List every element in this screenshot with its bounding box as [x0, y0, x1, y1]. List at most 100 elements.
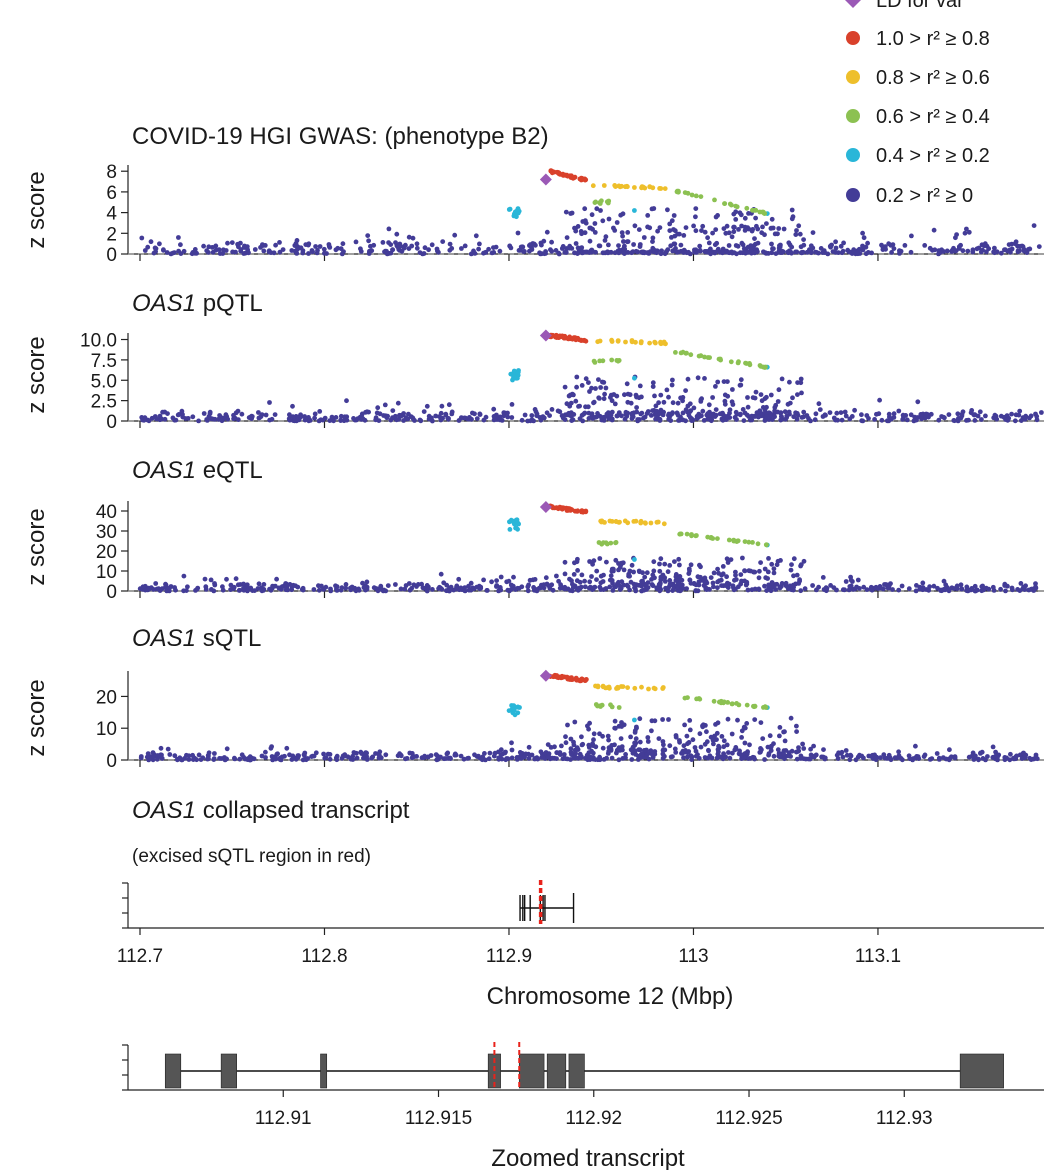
data-point-r00	[141, 417, 147, 423]
data-point-r00	[657, 417, 662, 423]
data-point-r00	[142, 248, 148, 253]
data-point-r00	[769, 241, 774, 247]
data-point-r00	[777, 725, 783, 730]
data-point-r00	[969, 754, 974, 759]
data-point-r00	[834, 752, 840, 758]
data-point-r00	[721, 412, 726, 418]
data-point-r00	[702, 741, 708, 747]
data-point-r00	[686, 571, 692, 576]
data-point-r00	[734, 417, 739, 422]
data-point-r00	[771, 246, 776, 252]
data-point-r00	[929, 756, 935, 761]
data-point-r00	[840, 587, 846, 593]
data-point-r00	[793, 232, 799, 238]
data-point-r08	[574, 509, 580, 514]
data-point-r00	[547, 413, 552, 418]
legend-label: 0.6 > r² ≥ 0.4	[876, 106, 990, 128]
data-point-r00	[673, 750, 679, 755]
data-point-r00	[334, 588, 340, 593]
data-point-r00	[461, 587, 467, 593]
x-tick-label: 112.915	[405, 1108, 472, 1129]
data-point-r00	[541, 582, 547, 588]
data-point-r00	[582, 578, 587, 584]
data-point-r00	[740, 407, 746, 412]
data-point-r04	[712, 197, 717, 203]
data-point-r00	[749, 228, 755, 234]
data-point-r00	[534, 588, 540, 594]
legend-item-r02: 0.4 > r² ≥ 0.2	[846, 145, 990, 167]
data-point-r00	[529, 413, 535, 418]
data-point-r00	[593, 249, 598, 255]
data-point-r00	[758, 560, 763, 565]
data-point-r00	[660, 739, 666, 744]
data-point-r00	[598, 385, 603, 390]
data-point-r00	[224, 746, 230, 752]
data-point-r00	[848, 577, 854, 583]
data-point-r00	[700, 723, 705, 729]
data-point-r00	[402, 586, 408, 592]
data-point-r00	[762, 407, 768, 413]
data-point-r00	[245, 588, 250, 594]
legend-dot-icon	[846, 188, 860, 202]
data-point-r00	[556, 251, 562, 257]
data-point-r00	[529, 247, 535, 252]
data-point-r00	[926, 587, 932, 593]
data-point-r00	[667, 563, 673, 568]
data-point-r00	[909, 233, 914, 239]
data-point-r00	[683, 748, 688, 753]
data-point-r00	[645, 409, 651, 414]
data-point-r00	[860, 243, 865, 249]
data-point-r00	[267, 586, 272, 592]
data-point-r00	[673, 248, 678, 254]
data-point-r00	[879, 417, 885, 423]
data-point-r00	[612, 725, 618, 731]
data-point-r00	[740, 242, 746, 248]
data-point-r00	[860, 230, 865, 236]
data-point-r04	[609, 704, 615, 710]
data-point-r00	[689, 754, 695, 760]
data-point-r00	[600, 745, 606, 751]
lead-variant-marker	[539, 669, 552, 682]
data-point-r00	[758, 720, 764, 725]
y-tick-label: 2	[106, 224, 117, 245]
data-point-r02	[508, 517, 514, 523]
data-point-r00	[569, 210, 575, 216]
data-point-r00	[301, 752, 307, 758]
data-point-r00	[783, 580, 789, 586]
data-point-r06	[595, 683, 601, 689]
data-point-r00	[452, 752, 458, 758]
data-point-r00	[449, 411, 455, 417]
data-point-r00	[757, 568, 762, 574]
data-point-r00	[565, 722, 570, 728]
data-point-r00	[268, 745, 274, 751]
data-point-r00	[399, 248, 405, 254]
data-point-r00	[941, 578, 947, 584]
y-tick-label: 10	[96, 719, 117, 740]
data-point-r00	[509, 755, 515, 761]
data-point-r00	[326, 244, 332, 249]
data-point-r00	[1039, 410, 1044, 415]
data-point-r00	[1003, 417, 1008, 422]
data-point-r00	[587, 250, 592, 255]
data-point-r00	[619, 230, 625, 236]
exon-block	[220, 1053, 237, 1089]
data-point-r00	[911, 418, 917, 424]
y-tick-label: 7.5	[91, 351, 117, 372]
data-point-r00	[650, 384, 656, 389]
data-point-r00	[690, 737, 696, 743]
data-point-r00	[438, 571, 444, 577]
data-point-r00	[272, 755, 278, 761]
data-point-r00	[645, 739, 651, 744]
data-point-r04	[735, 360, 741, 366]
data-point-r00	[728, 557, 734, 562]
data-point-r00	[973, 753, 978, 759]
data-point-r00	[376, 755, 382, 761]
data-point-r02	[513, 375, 519, 381]
data-point-r00	[672, 559, 677, 564]
data-point-r00	[483, 414, 489, 420]
data-point-r00	[211, 756, 217, 761]
data-point-r00	[712, 733, 717, 739]
data-point-r00	[716, 749, 721, 755]
data-point-r00	[720, 564, 726, 569]
data-point-r00	[859, 753, 865, 759]
